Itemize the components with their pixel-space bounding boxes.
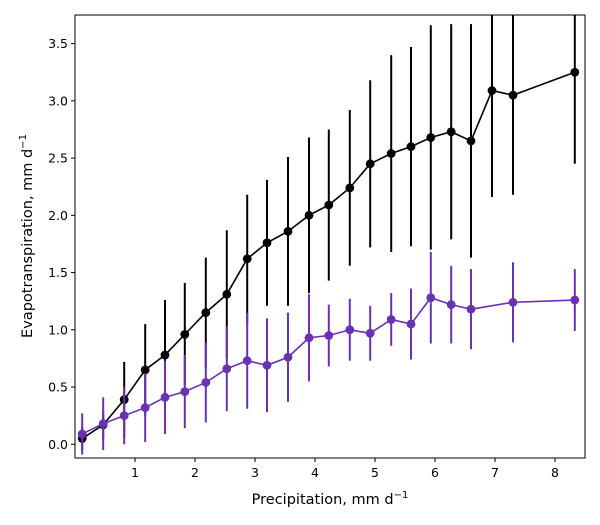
x-axis-label-exponent: −1 bbox=[394, 490, 409, 501]
x-tick-label: 7 bbox=[491, 465, 499, 480]
y-tick-label: 2.5 bbox=[48, 151, 68, 166]
data-point bbox=[180, 329, 190, 339]
data-point bbox=[365, 328, 375, 338]
plot-frame bbox=[74, 14, 586, 459]
data-point bbox=[98, 419, 108, 429]
data-point bbox=[283, 226, 293, 236]
data-point bbox=[406, 319, 416, 329]
y-tick-label: 2.0 bbox=[48, 208, 68, 223]
series-2 bbox=[77, 251, 580, 455]
data-point bbox=[262, 360, 272, 370]
y-tick-label: 1.0 bbox=[48, 322, 68, 337]
series-1 bbox=[77, 15, 580, 450]
data-point bbox=[508, 90, 518, 100]
y-tick-label: 3.0 bbox=[48, 93, 68, 108]
data-point bbox=[426, 293, 436, 303]
x-tick-label: 6 bbox=[431, 465, 439, 480]
data-point bbox=[201, 378, 211, 387]
data-point bbox=[283, 352, 293, 362]
data-point bbox=[365, 159, 375, 169]
data-point bbox=[446, 300, 456, 310]
data-point bbox=[140, 403, 150, 413]
series-layer bbox=[77, 15, 580, 455]
y-axis-label-text: Evapotranspiration, mm d bbox=[20, 149, 36, 338]
data-point bbox=[386, 315, 396, 324]
data-point bbox=[160, 350, 170, 360]
x-tick-label: 3 bbox=[251, 465, 259, 480]
data-point bbox=[119, 411, 129, 421]
data-point bbox=[345, 183, 355, 193]
x-tick-label: 8 bbox=[551, 465, 559, 480]
x-tick-label: 1 bbox=[131, 465, 139, 480]
data-point bbox=[487, 86, 497, 95]
data-point bbox=[324, 200, 334, 210]
data-point bbox=[222, 289, 232, 299]
data-point bbox=[324, 331, 334, 340]
data-point bbox=[508, 297, 518, 307]
data-point bbox=[304, 210, 314, 220]
series-line bbox=[81, 296, 575, 435]
data-point bbox=[406, 142, 416, 152]
x-tick-label: 5 bbox=[371, 465, 379, 480]
data-point bbox=[201, 308, 211, 318]
data-point bbox=[570, 295, 580, 305]
data-point bbox=[140, 365, 150, 375]
data-point bbox=[262, 238, 272, 248]
y-tick-label: 1.5 bbox=[48, 265, 68, 280]
y-axis-label: Evapotranspiration, mm d−1 bbox=[18, 134, 36, 338]
data-point bbox=[426, 133, 436, 142]
y-tick-label: 3.5 bbox=[48, 36, 68, 51]
data-point bbox=[386, 149, 396, 158]
data-point bbox=[466, 304, 476, 314]
y-tick-label: 0.5 bbox=[48, 380, 68, 395]
data-point bbox=[222, 364, 232, 374]
data-point bbox=[446, 127, 456, 137]
data-point bbox=[570, 67, 580, 77]
data-point bbox=[466, 136, 476, 146]
data-point bbox=[160, 392, 170, 402]
y-tick-label: 0.0 bbox=[48, 437, 68, 452]
x-axis-label: Precipitation, mm d−1 bbox=[252, 490, 409, 508]
x-tick-label: 4 bbox=[311, 465, 319, 480]
data-point bbox=[77, 429, 87, 439]
data-point bbox=[180, 387, 190, 397]
data-point bbox=[242, 356, 252, 366]
ticks-layer: 1 2 3 4 5 6 7 8 0.0 0.5 1.0 1.5 2.0 2.5 3.0 3.5 bbox=[48, 36, 559, 480]
data-point bbox=[242, 254, 252, 264]
data-point bbox=[304, 333, 314, 343]
y-axis-label-exponent: −1 bbox=[18, 134, 29, 149]
x-axis-label-text: Precipitation, mm d bbox=[252, 492, 394, 508]
data-point bbox=[345, 325, 355, 335]
x-tick-label: 2 bbox=[191, 465, 199, 480]
